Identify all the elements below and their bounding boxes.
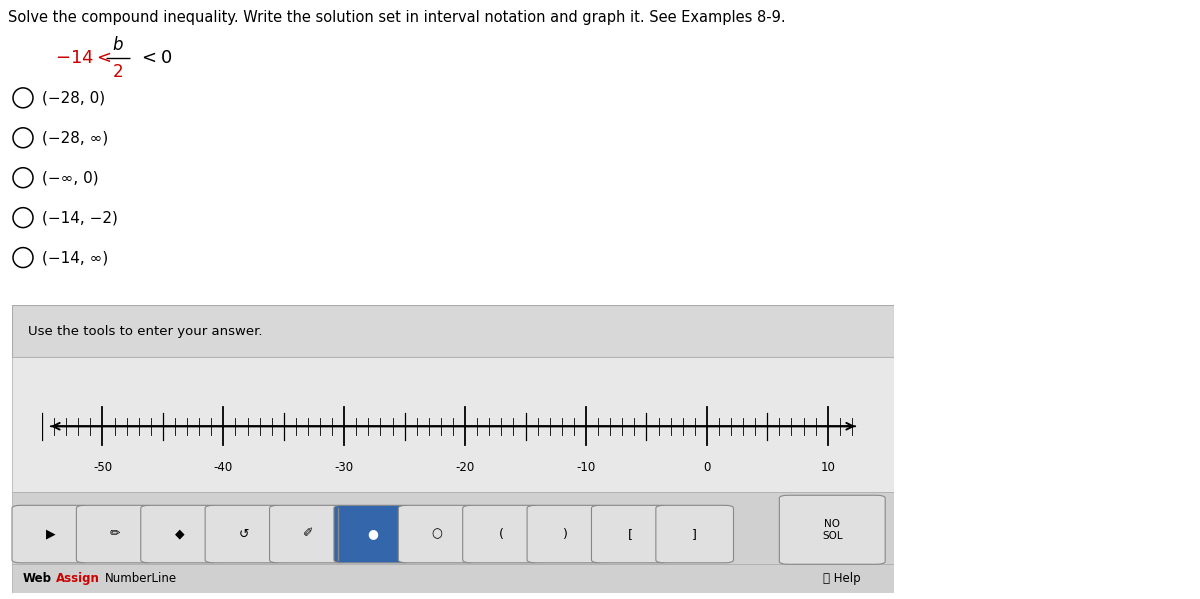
Text: $-14 <$: $-14 <$ <box>55 49 112 67</box>
FancyBboxPatch shape <box>270 506 347 563</box>
Text: -10: -10 <box>576 461 595 474</box>
FancyBboxPatch shape <box>779 495 886 564</box>
Text: -40: -40 <box>214 461 233 474</box>
FancyBboxPatch shape <box>140 506 218 563</box>
Text: (: ( <box>499 528 504 540</box>
Text: ▶: ▶ <box>46 528 55 540</box>
Text: $< 0$: $< 0$ <box>138 49 172 67</box>
Text: Solve the compound inequality. Write the solution set in interval notation and g: Solve the compound inequality. Write the… <box>8 10 786 25</box>
Text: (−14, ∞): (−14, ∞) <box>42 250 108 265</box>
Text: ]: ] <box>692 528 697 540</box>
Text: (−∞, 0): (−∞, 0) <box>42 170 98 185</box>
Text: $2$: $2$ <box>113 63 124 81</box>
Text: 10: 10 <box>821 461 835 474</box>
Text: 0: 0 <box>703 461 710 474</box>
Text: Web: Web <box>23 571 52 585</box>
Text: ✏: ✏ <box>110 528 120 540</box>
Text: NO
SOL: NO SOL <box>822 519 842 540</box>
Text: ●: ● <box>367 528 378 540</box>
Bar <box>12 357 894 492</box>
Text: ○: ○ <box>432 528 443 540</box>
FancyBboxPatch shape <box>463 506 540 563</box>
Text: $b$: $b$ <box>112 36 124 54</box>
FancyBboxPatch shape <box>398 506 476 563</box>
Text: ↺: ↺ <box>239 528 250 540</box>
FancyBboxPatch shape <box>656 506 733 563</box>
FancyBboxPatch shape <box>77 506 154 563</box>
Bar <box>12 305 894 357</box>
Text: -30: -30 <box>335 461 354 474</box>
Text: (−28, ∞): (−28, ∞) <box>42 130 108 146</box>
Text: Use the tools to enter your answer.: Use the tools to enter your answer. <box>28 325 263 338</box>
Text: -50: -50 <box>92 461 112 474</box>
Text: [: [ <box>628 528 632 540</box>
FancyBboxPatch shape <box>592 506 670 563</box>
FancyBboxPatch shape <box>12 506 90 563</box>
Bar <box>12 492 894 564</box>
Text: -20: -20 <box>456 461 475 474</box>
Bar <box>12 564 894 593</box>
Text: (−28, 0): (−28, 0) <box>42 90 106 105</box>
Text: Assign: Assign <box>56 571 100 585</box>
Text: (−14, −2): (−14, −2) <box>42 210 118 225</box>
Text: ): ) <box>564 528 569 540</box>
FancyBboxPatch shape <box>527 506 605 563</box>
Text: ✐: ✐ <box>304 528 313 540</box>
Text: ◆: ◆ <box>175 528 185 540</box>
FancyBboxPatch shape <box>205 506 283 563</box>
Text: NumberLine: NumberLine <box>104 571 176 585</box>
FancyBboxPatch shape <box>334 506 412 563</box>
Text: ⓘ Help: ⓘ Help <box>823 571 862 585</box>
